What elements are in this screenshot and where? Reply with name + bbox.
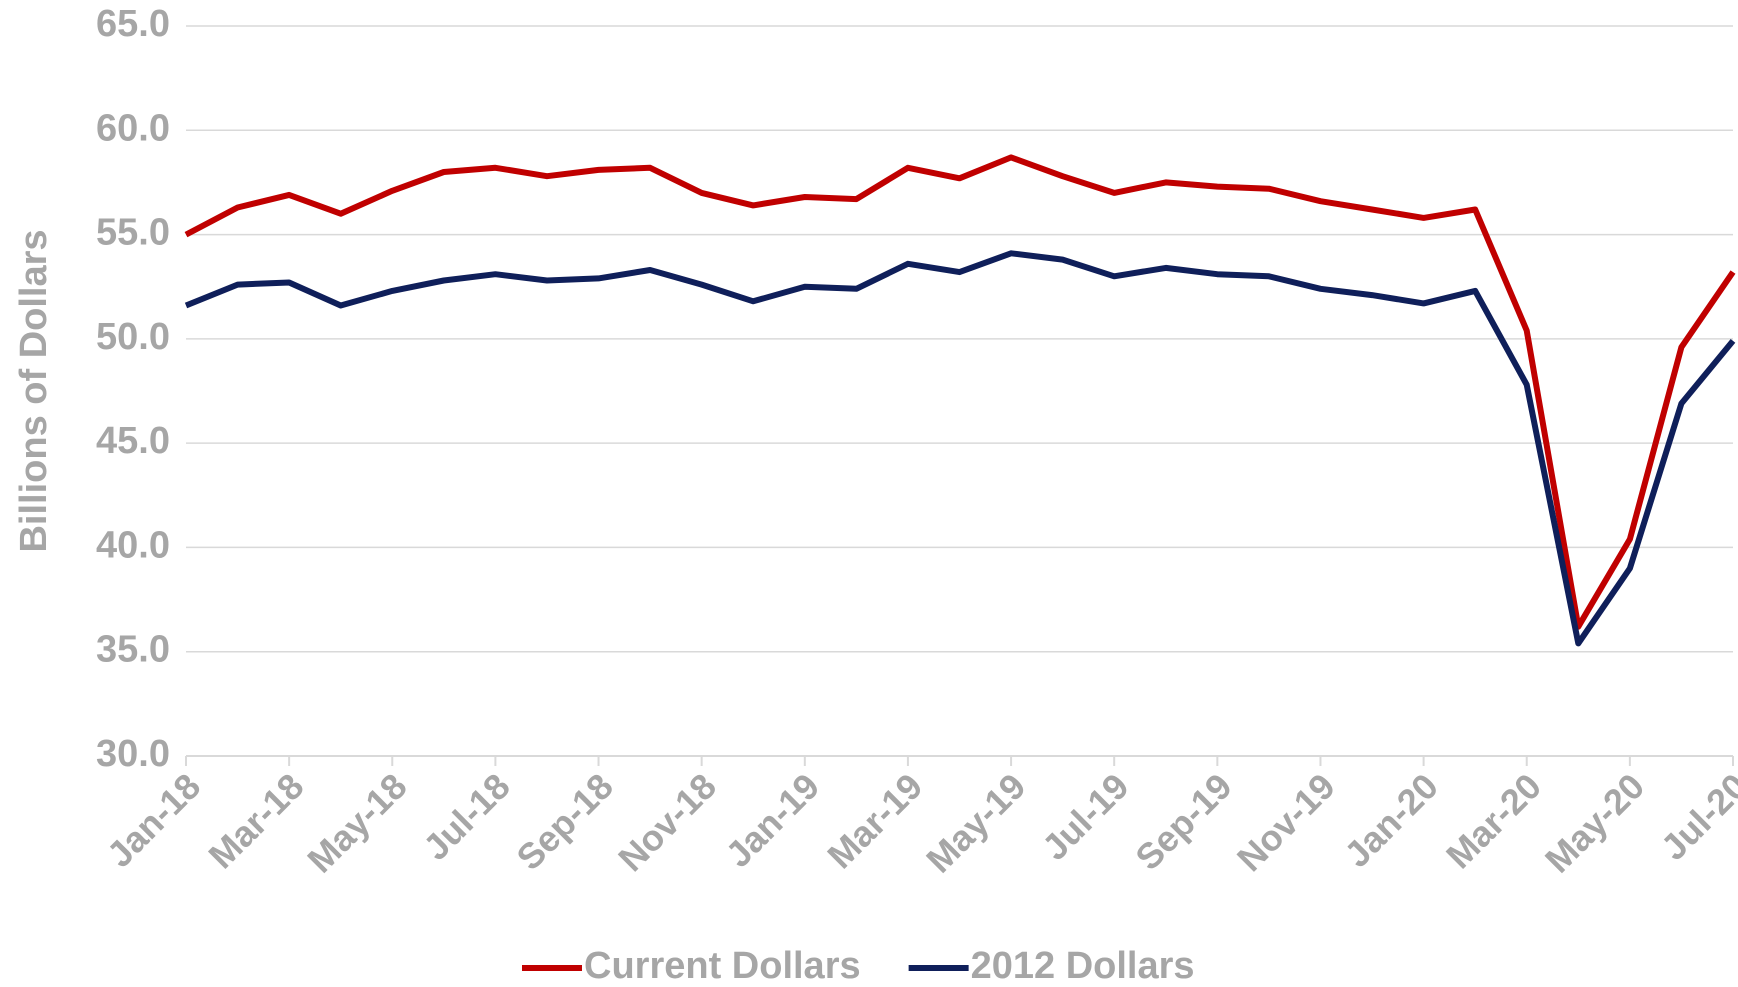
y-tick-label: 40.0 <box>96 524 170 566</box>
x-tick-label: Mar-18 <box>200 765 311 876</box>
x-tick-label: Jul-19 <box>1034 765 1137 868</box>
x-tick-label: Jul-18 <box>415 765 518 868</box>
y-tick-label: 55.0 <box>96 212 170 254</box>
y-tick-label: 35.0 <box>96 629 170 671</box>
series-line <box>184 154 1736 630</box>
y-tick-label: 45.0 <box>96 420 170 462</box>
x-tick-label: Jan-20 <box>1336 765 1446 875</box>
x-tick-label: Jan-19 <box>718 765 828 875</box>
x-tick-label: May-19 <box>918 765 1033 880</box>
y-tick-label: 65.0 <box>96 3 170 45</box>
y-axis-title: Billions of Dollars <box>13 229 55 552</box>
y-tick-label: 60.0 <box>96 107 170 149</box>
y-tick-label: 30.0 <box>96 733 170 775</box>
x-tick-label: Mar-20 <box>1438 765 1549 876</box>
x-tick-label: Jan-18 <box>99 765 209 875</box>
x-tick-label: Nov-18 <box>610 765 724 879</box>
legend-label: 2012 Dollars <box>971 945 1195 987</box>
x-tick-label: Sep-19 <box>1127 765 1239 877</box>
x-tick-label: May-18 <box>299 765 414 880</box>
series-line <box>184 250 1736 647</box>
x-tick-label: Sep-18 <box>508 765 620 877</box>
y-tick-label: 50.0 <box>96 316 170 358</box>
x-tick-label: Nov-19 <box>1229 765 1343 879</box>
x-tick-label: May-20 <box>1537 765 1652 880</box>
legend-label: Current Dollars <box>584 945 861 987</box>
x-tick-label: Mar-19 <box>819 765 930 876</box>
x-tick-label: Jul-20 <box>1653 765 1738 868</box>
